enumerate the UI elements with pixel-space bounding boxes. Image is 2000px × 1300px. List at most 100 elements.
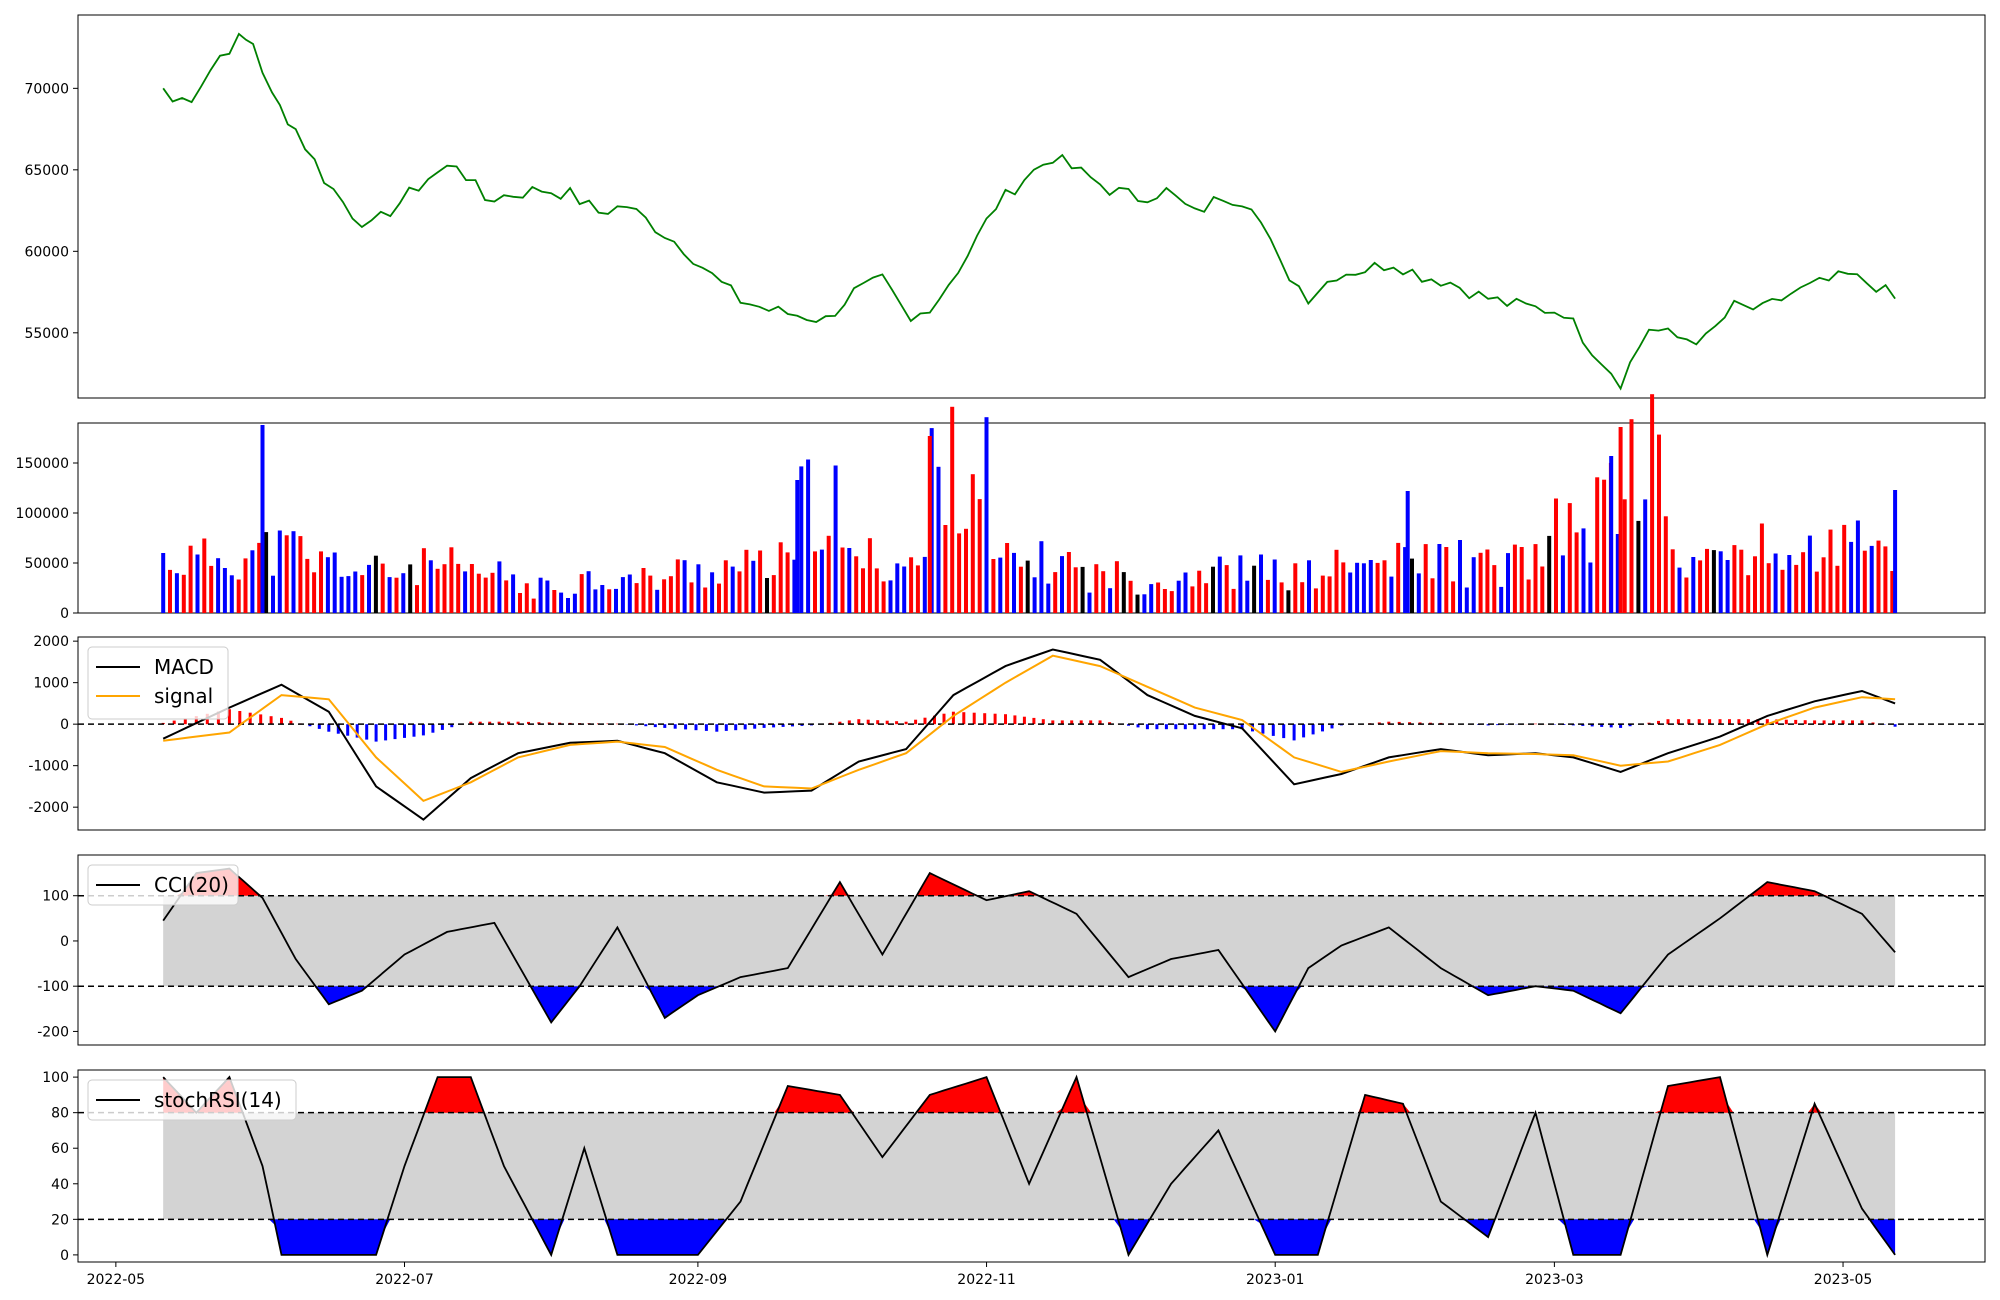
macd-histogram-bar: [1590, 724, 1594, 727]
macd-histogram-bar: [615, 723, 619, 725]
volume-bar: [243, 558, 248, 613]
volume-bar: [264, 532, 269, 613]
volume-bar: [1801, 552, 1806, 613]
volume-bar: [1643, 499, 1648, 613]
volume-bar: [854, 556, 859, 613]
volume-bar: [1705, 548, 1709, 613]
volume-bar: [874, 568, 879, 613]
macd-histogram-bar: [694, 724, 698, 731]
volume-bar: [655, 589, 660, 613]
macd-histogram-bar: [488, 721, 492, 725]
volume-bar: [1849, 541, 1854, 613]
volume-bar: [1615, 534, 1620, 613]
macd-histogram-bar: [1851, 720, 1854, 725]
volume-bar: [1677, 567, 1682, 613]
macd-histogram-bar: [1860, 720, 1864, 725]
volume-bar: [284, 535, 289, 613]
volume-bar: [319, 551, 323, 613]
volume-bar: [236, 579, 241, 613]
macd-series-macd: [162, 648, 1896, 821]
volume-bar: [1190, 586, 1195, 613]
volume-bar: [634, 583, 639, 613]
macd-histogram-bar: [1803, 720, 1807, 725]
volume-bar: [1279, 582, 1284, 613]
cci-band-fill: [163, 895, 1896, 987]
volume-bar: [367, 564, 371, 613]
volume-bar: [1039, 541, 1044, 613]
volume-bar: [1204, 583, 1209, 613]
volume-bar: [1478, 552, 1483, 613]
macd-histogram-bar: [734, 724, 738, 731]
volume-bar: [1403, 547, 1408, 613]
volume-bar: [325, 557, 330, 613]
macd-histogram-bar: [972, 712, 976, 725]
stochrsi-overbought-fill: [163, 1077, 1896, 1113]
macd-histogram-bar: [1813, 720, 1817, 725]
macd-histogram-bar: [1708, 719, 1712, 725]
volume-bar: [1512, 544, 1517, 613]
x-tick-label: 2022-05: [87, 1272, 146, 1288]
macd-histogram-bar: [914, 719, 918, 725]
volume-bar: [421, 548, 426, 613]
cci-oversold-fill: [163, 986, 1896, 1032]
volume-ytick-label: 100000: [16, 506, 69, 522]
volume-bar: [1567, 503, 1572, 613]
volume-bar: [1169, 591, 1174, 613]
volume-bar: [737, 571, 742, 613]
volume-bar: [909, 557, 914, 613]
volume-bar: [927, 436, 932, 613]
x-tick-label: 2022-07: [375, 1272, 434, 1288]
volume-bar: [1197, 570, 1202, 613]
macd-histogram-bar: [1397, 721, 1401, 725]
macd-histogram-bar: [1089, 720, 1093, 725]
volume-bar: [1293, 563, 1298, 613]
macd-histogram-bar: [838, 721, 842, 725]
macd-histogram-bar: [1418, 722, 1422, 725]
macd-histogram-bar: [1292, 724, 1296, 741]
volume-bar: [1787, 555, 1792, 613]
volume-bar: [360, 575, 365, 613]
volume-bar: [888, 580, 893, 613]
macd-histogram-bar: [1164, 724, 1168, 730]
volume-bar: [1821, 557, 1826, 613]
volume-bar: [795, 480, 800, 613]
volume-bar: [229, 575, 234, 613]
macd-histogram-bar: [1193, 724, 1197, 730]
macd-histogram-bar: [743, 724, 747, 730]
volume-bar: [497, 561, 502, 613]
volume-bar: [572, 593, 577, 613]
volume-bar: [998, 557, 1003, 613]
macd-histogram-bar: [527, 721, 530, 725]
volume-bar: [600, 585, 605, 613]
volume-bar: [799, 466, 804, 613]
macd-histogram-bar: [762, 724, 766, 728]
cci-legend: CCI(20): [87, 864, 239, 906]
volume-bar: [895, 563, 900, 613]
macd-histogram-bar: [1765, 719, 1769, 725]
macd-ytick-label: 2000: [33, 634, 69, 650]
macd-histogram-bar: [1408, 722, 1412, 725]
macd-histogram-bar: [1145, 724, 1149, 730]
macd-histogram-bar: [1581, 724, 1585, 726]
macd-histogram-bar: [259, 714, 263, 725]
macd-histogram-bar: [1784, 719, 1788, 725]
volume-bar: [675, 559, 680, 613]
macd-histogram-bar: [238, 711, 242, 725]
volume-bar: [970, 474, 975, 613]
volume-bar: [442, 564, 447, 613]
volume-bar: [607, 589, 612, 613]
volume-bar: [682, 560, 687, 613]
volume-bar: [216, 558, 221, 613]
volume-bar: [161, 553, 166, 613]
volume-bar: [840, 547, 845, 613]
volume-bar: [792, 559, 797, 613]
volume-bar: [552, 590, 557, 613]
macd-histogram-bar: [269, 716, 273, 725]
volume-bar: [696, 564, 701, 613]
macd-histogram-bar: [885, 720, 889, 725]
macd-series-signal: [163, 654, 1896, 803]
volume-bar: [1128, 580, 1133, 613]
macd-histogram-bar: [724, 724, 728, 731]
macd-histogram-bar: [1676, 719, 1680, 725]
volume-bar: [778, 542, 783, 613]
